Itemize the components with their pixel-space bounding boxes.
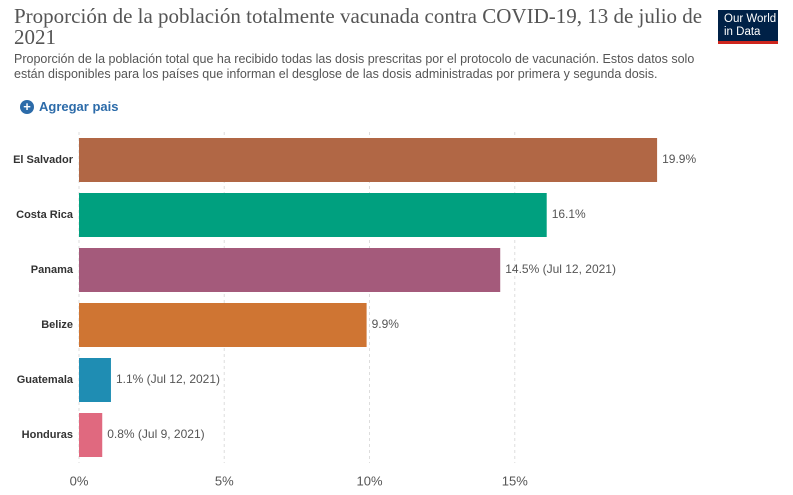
x-tick-label: 0% (70, 473, 89, 488)
x-tick-label: 10% (356, 473, 382, 488)
logo[interactable]: Our World in Data (718, 10, 778, 44)
data-label: 14.5% (Jul 12, 2021) (505, 262, 616, 276)
logo-line: in Data (724, 26, 761, 38)
chart-subtitle: Proporción de la población total que ha … (14, 52, 695, 81)
bar (79, 413, 103, 457)
data-label: 0.8% (Jul 9, 2021) (107, 427, 204, 441)
data-label: 19.9% (662, 152, 696, 166)
data-label: 16.1% (552, 207, 586, 221)
y-tick-label: Panama (31, 264, 74, 276)
y-tick-label: Belize (41, 319, 73, 331)
y-tick-label: El Salvador (13, 154, 74, 166)
data-label: 9.9% (372, 317, 400, 331)
add-country-label: Agregar pais (39, 99, 119, 114)
bar (79, 193, 547, 237)
chart-title: Proporción de la población totalmente va… (14, 4, 703, 49)
add-country-button[interactable]: + Agregar pais (20, 99, 118, 114)
y-tick-label: Costa Rica (16, 209, 74, 221)
data-label: 1.1% (Jul 12, 2021) (116, 372, 220, 386)
y-tick-label: Honduras (22, 429, 73, 441)
x-tick-label: 15% (502, 473, 528, 488)
bar (79, 248, 501, 292)
logo-line: Our World (724, 13, 777, 25)
bar (79, 138, 658, 182)
plus-icon: + (20, 99, 34, 114)
x-tick-label: 5% (215, 473, 234, 488)
bar (79, 303, 367, 347)
y-tick-label: Guatemala (17, 374, 74, 386)
bar (79, 358, 111, 402)
